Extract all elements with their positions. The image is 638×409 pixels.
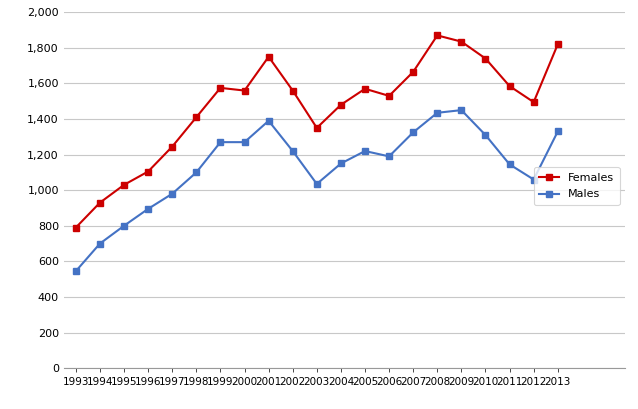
Males bbox=[506, 162, 514, 167]
Females bbox=[506, 84, 514, 89]
Males bbox=[361, 148, 369, 153]
Females bbox=[457, 39, 465, 44]
Females bbox=[385, 93, 393, 98]
Males bbox=[482, 133, 489, 137]
Males bbox=[410, 130, 417, 135]
Females bbox=[554, 42, 561, 47]
Males bbox=[385, 154, 393, 159]
Females bbox=[410, 70, 417, 74]
Females bbox=[120, 182, 128, 187]
Males bbox=[530, 177, 537, 182]
Females bbox=[361, 86, 369, 91]
Line: Males: Males bbox=[73, 107, 561, 274]
Females bbox=[96, 200, 104, 205]
Males bbox=[337, 161, 345, 166]
Line: Females: Females bbox=[73, 33, 561, 230]
Females bbox=[72, 225, 80, 230]
Females bbox=[241, 88, 248, 93]
Males bbox=[289, 148, 297, 153]
Females bbox=[337, 102, 345, 107]
Males bbox=[265, 118, 272, 123]
Males bbox=[457, 108, 465, 112]
Males bbox=[433, 110, 441, 115]
Females bbox=[530, 100, 537, 105]
Males bbox=[193, 170, 200, 175]
Males bbox=[554, 129, 561, 134]
Females bbox=[313, 126, 321, 130]
Females bbox=[193, 115, 200, 120]
Males bbox=[216, 140, 224, 145]
Females bbox=[433, 33, 441, 38]
Males bbox=[313, 182, 321, 187]
Males bbox=[241, 140, 248, 145]
Females bbox=[265, 54, 272, 59]
Legend: Females, Males: Females, Males bbox=[533, 167, 619, 205]
Females bbox=[216, 85, 224, 90]
Females bbox=[482, 56, 489, 61]
Males bbox=[120, 223, 128, 228]
Males bbox=[72, 269, 80, 274]
Females bbox=[168, 144, 176, 149]
Females bbox=[144, 169, 152, 174]
Males bbox=[144, 207, 152, 211]
Females bbox=[289, 88, 297, 93]
Males bbox=[96, 241, 104, 246]
Males bbox=[168, 191, 176, 196]
